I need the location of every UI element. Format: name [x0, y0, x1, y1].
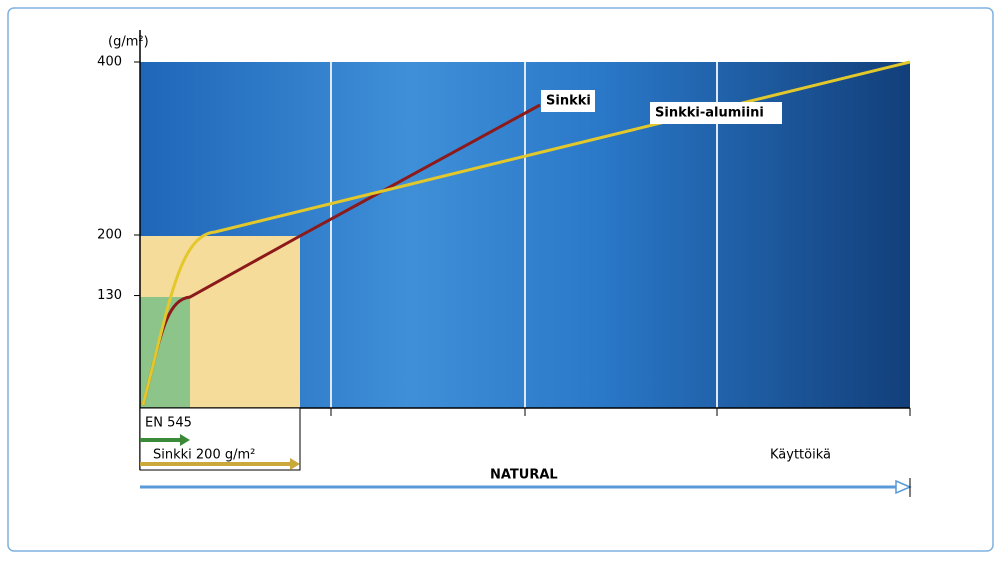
- lifetime-label: Käyttöikä: [770, 448, 831, 463]
- series-label: Sinkki: [546, 94, 591, 109]
- diagram: (g/m²) Sinkki Sinkki-alumiini EN 545 Sin…: [0, 0, 1001, 559]
- y-axis-label: (g/m²): [108, 35, 149, 50]
- standard-label: EN 545: [145, 416, 192, 431]
- natural-label: NATURAL: [490, 468, 558, 483]
- y-tick-label: 200: [97, 228, 122, 243]
- y-tick-label: 130: [97, 288, 122, 303]
- y-tick-label: 400: [97, 55, 122, 70]
- coating-label: Sinkki 200 g/m²: [153, 448, 255, 463]
- series-label: Sinkki-alumiini: [655, 106, 764, 121]
